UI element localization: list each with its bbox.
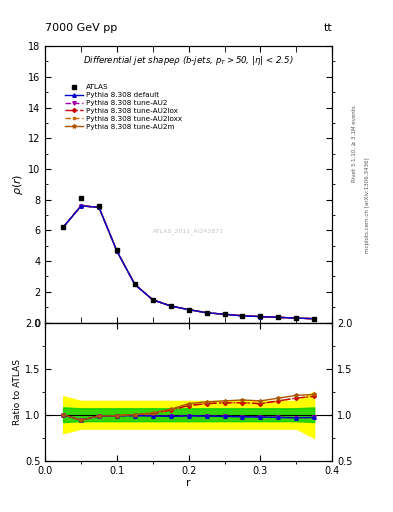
- Text: 7000 GeV pp: 7000 GeV pp: [45, 23, 118, 33]
- X-axis label: r: r: [186, 478, 191, 488]
- Y-axis label: $\rho(r)$: $\rho(r)$: [11, 174, 25, 195]
- Legend: ATLAS, Pythia 8.308 default, Pythia 8.308 tune-AU2, Pythia 8.308 tune-AU2lox, Py: ATLAS, Pythia 8.308 default, Pythia 8.30…: [63, 83, 183, 131]
- Y-axis label: Ratio to ATLAS: Ratio to ATLAS: [13, 359, 22, 424]
- Text: tt: tt: [323, 23, 332, 33]
- Text: mcplots.cern.ch [arXiv:1306.3436]: mcplots.cern.ch [arXiv:1306.3436]: [365, 157, 371, 252]
- Text: Rivet 3.1.10, ≥ 3.1M events: Rivet 3.1.10, ≥ 3.1M events: [352, 105, 357, 182]
- Text: Differential jet shape$\rho$ (b-jets, $p_T$$>$50, $|\eta|$ < 2.5): Differential jet shape$\rho$ (b-jets, $p…: [83, 54, 294, 68]
- Text: ATLAS_2011_AI243871: ATLAS_2011_AI243871: [153, 228, 224, 234]
